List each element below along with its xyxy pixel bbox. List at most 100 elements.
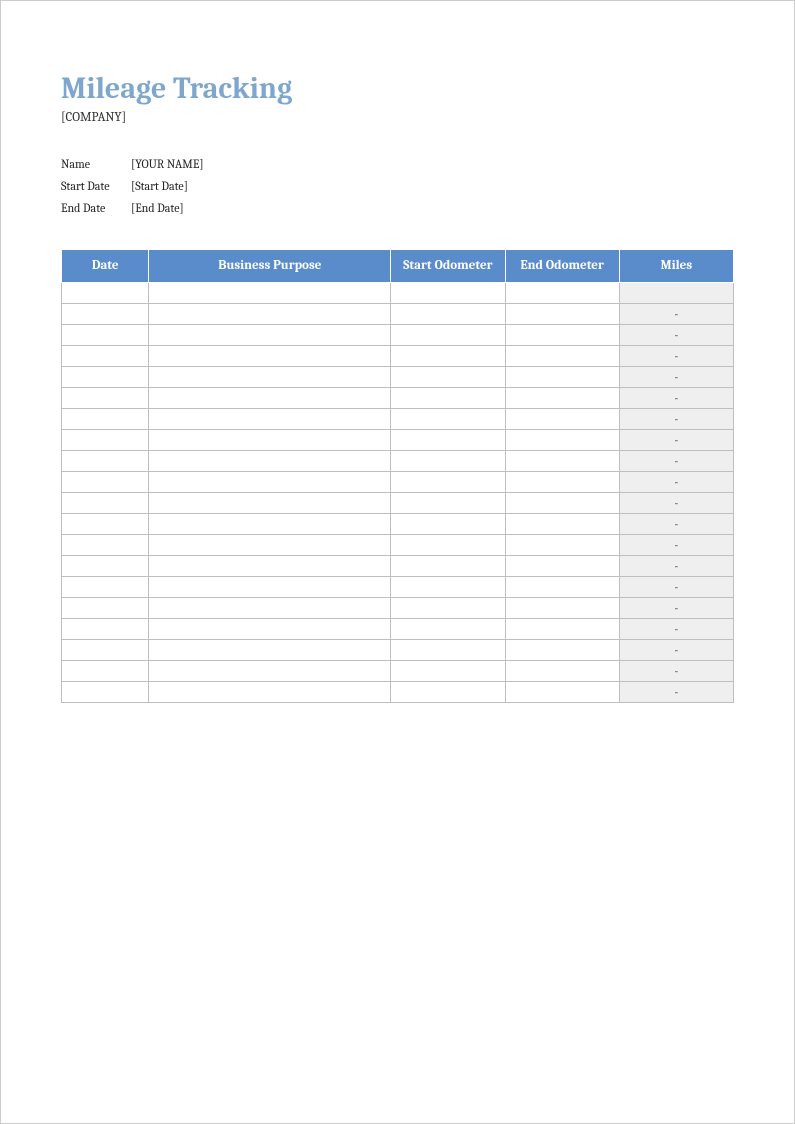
cell-purpose bbox=[149, 597, 391, 618]
cell-date bbox=[62, 639, 149, 660]
cell-date bbox=[62, 429, 149, 450]
cell-purpose bbox=[149, 324, 391, 345]
cell-purpose bbox=[149, 387, 391, 408]
cell-miles: - bbox=[619, 618, 733, 639]
cell-miles: - bbox=[619, 492, 733, 513]
col-header-miles: Miles bbox=[619, 250, 733, 283]
cell-miles: - bbox=[619, 345, 733, 366]
cell-end-odometer bbox=[505, 534, 619, 555]
cell-purpose bbox=[149, 450, 391, 471]
table-row: - bbox=[62, 471, 734, 492]
cell-start-odometer bbox=[391, 345, 505, 366]
end-date-value: [End Date] bbox=[131, 197, 184, 219]
cell-end-odometer bbox=[505, 492, 619, 513]
cell-purpose bbox=[149, 471, 391, 492]
cell-date bbox=[62, 576, 149, 597]
cell-date bbox=[62, 618, 149, 639]
cell-miles: - bbox=[619, 387, 733, 408]
cell-start-odometer bbox=[391, 429, 505, 450]
cell-end-odometer bbox=[505, 366, 619, 387]
cell-start-odometer bbox=[391, 450, 505, 471]
info-block: Name [YOUR NAME] Start Date [Start Date]… bbox=[61, 153, 734, 219]
cell-start-odometer bbox=[391, 471, 505, 492]
cell-start-odometer bbox=[391, 513, 505, 534]
cell-end-odometer bbox=[505, 576, 619, 597]
cell-miles: - bbox=[619, 513, 733, 534]
cell-purpose bbox=[149, 366, 391, 387]
cell-purpose bbox=[149, 303, 391, 324]
cell-miles: - bbox=[619, 366, 733, 387]
cell-end-odometer bbox=[505, 345, 619, 366]
start-date-label: Start Date bbox=[61, 175, 131, 197]
cell-date bbox=[62, 366, 149, 387]
cell-miles: - bbox=[619, 324, 733, 345]
table-row: - bbox=[62, 450, 734, 471]
table-row: - bbox=[62, 429, 734, 450]
table-row: - bbox=[62, 597, 734, 618]
cell-start-odometer bbox=[391, 555, 505, 576]
cell-date bbox=[62, 408, 149, 429]
cell-start-odometer bbox=[391, 681, 505, 702]
cell-end-odometer bbox=[505, 639, 619, 660]
cell-end-odometer bbox=[505, 324, 619, 345]
table-row bbox=[62, 282, 734, 303]
company-placeholder: [COMPANY] bbox=[61, 110, 734, 125]
cell-purpose bbox=[149, 345, 391, 366]
table-row: - bbox=[62, 681, 734, 702]
cell-start-odometer bbox=[391, 366, 505, 387]
cell-miles: - bbox=[619, 555, 733, 576]
table-row: - bbox=[62, 555, 734, 576]
cell-end-odometer bbox=[505, 408, 619, 429]
cell-date bbox=[62, 513, 149, 534]
cell-miles: - bbox=[619, 576, 733, 597]
info-row-end: End Date [End Date] bbox=[61, 197, 734, 219]
table-row: - bbox=[62, 513, 734, 534]
info-row-name: Name [YOUR NAME] bbox=[61, 153, 734, 175]
table-row: - bbox=[62, 366, 734, 387]
cell-miles bbox=[619, 282, 733, 303]
cell-purpose bbox=[149, 408, 391, 429]
table-row: - bbox=[62, 324, 734, 345]
start-date-value: [Start Date] bbox=[131, 175, 188, 197]
table-row: - bbox=[62, 639, 734, 660]
cell-end-odometer bbox=[505, 681, 619, 702]
cell-start-odometer bbox=[391, 639, 505, 660]
cell-date bbox=[62, 597, 149, 618]
table-row: - bbox=[62, 303, 734, 324]
cell-start-odometer bbox=[391, 618, 505, 639]
table-row: - bbox=[62, 576, 734, 597]
cell-date bbox=[62, 471, 149, 492]
col-header-end-odometer: End Odometer bbox=[505, 250, 619, 283]
cell-end-odometer bbox=[505, 303, 619, 324]
info-row-start: Start Date [Start Date] bbox=[61, 175, 734, 197]
table-header: Date Business Purpose Start Odometer End… bbox=[62, 250, 734, 283]
cell-miles: - bbox=[619, 597, 733, 618]
cell-miles: - bbox=[619, 471, 733, 492]
cell-purpose bbox=[149, 660, 391, 681]
table-row: - bbox=[62, 534, 734, 555]
cell-date bbox=[62, 660, 149, 681]
table-row: - bbox=[62, 660, 734, 681]
cell-end-odometer bbox=[505, 471, 619, 492]
cell-end-odometer bbox=[505, 555, 619, 576]
cell-end-odometer bbox=[505, 618, 619, 639]
col-header-purpose: Business Purpose bbox=[149, 250, 391, 283]
cell-date bbox=[62, 324, 149, 345]
cell-date bbox=[62, 681, 149, 702]
cell-start-odometer bbox=[391, 492, 505, 513]
table-row: - bbox=[62, 387, 734, 408]
cell-start-odometer bbox=[391, 387, 505, 408]
cell-date bbox=[62, 303, 149, 324]
col-header-start-odometer: Start Odometer bbox=[391, 250, 505, 283]
cell-date bbox=[62, 492, 149, 513]
mileage-table: Date Business Purpose Start Odometer End… bbox=[61, 249, 734, 703]
table-row: - bbox=[62, 618, 734, 639]
cell-miles: - bbox=[619, 408, 733, 429]
cell-start-odometer bbox=[391, 303, 505, 324]
table-row: - bbox=[62, 492, 734, 513]
cell-start-odometer bbox=[391, 597, 505, 618]
cell-date bbox=[62, 534, 149, 555]
cell-purpose bbox=[149, 534, 391, 555]
cell-miles: - bbox=[619, 450, 733, 471]
cell-start-odometer bbox=[391, 660, 505, 681]
